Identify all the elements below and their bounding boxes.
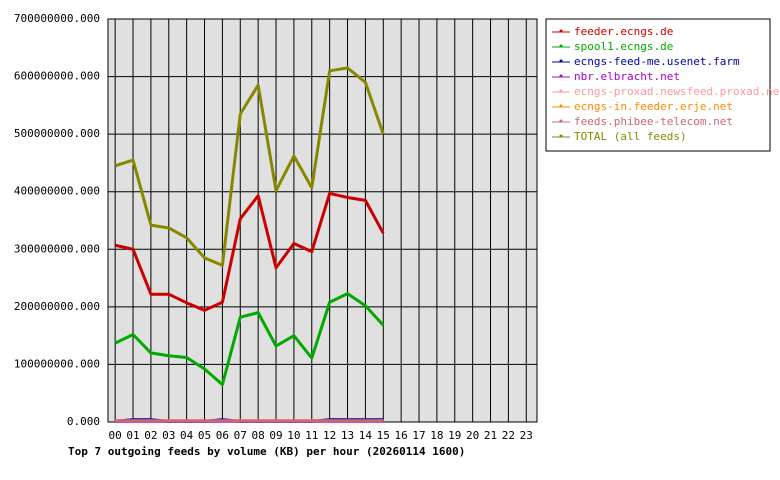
legend-label: ecngs-feed-me.usenet.farm: [574, 55, 740, 68]
legend-label: nbr.elbracht.net: [574, 70, 680, 83]
y-tick-label: 600000000.000: [14, 70, 100, 83]
chart-title: Top 7 outgoing feeds by volume (KB) per …: [68, 445, 465, 458]
series-line: [114, 292, 385, 387]
legend-label: ecngs-proxad.newsfeed.proxad.net: [574, 85, 780, 98]
x-tick-label: 08: [252, 429, 265, 442]
x-tick-label: 16: [395, 429, 408, 442]
y-tick-label: 200000000.000: [14, 300, 100, 313]
x-tick-label: 10: [287, 429, 300, 442]
y-tick-label: 500000000.000: [14, 127, 100, 140]
legend-box: [545, 18, 771, 152]
y-tick-label: 100000000.000: [14, 357, 100, 370]
x-tick-label: 21: [484, 429, 497, 442]
legend-label: spool1.ecngs.de: [574, 40, 673, 53]
x-tick-label: 19: [448, 429, 461, 442]
x-tick-label: 09: [269, 429, 282, 442]
y-tick-label: 700000000.000: [14, 12, 100, 25]
x-tick-label: 23: [520, 429, 533, 442]
legend-marker: [559, 89, 563, 93]
legend-label: feeds.phibee-telecom.net: [574, 115, 733, 128]
legend-label: TOTAL (all feeds): [574, 130, 687, 143]
legend-marker: [559, 44, 563, 48]
x-tick-label: 01: [126, 429, 139, 442]
legend-marker: [559, 59, 563, 63]
x-tick-label: 07: [234, 429, 247, 442]
x-tick-label: 00: [109, 429, 122, 442]
series-line: [114, 191, 385, 312]
legend-marker: [559, 134, 563, 138]
y-tick-label: 0.000: [67, 415, 100, 428]
x-tick-label: 03: [162, 429, 175, 442]
x-tick-label: 18: [430, 429, 443, 442]
series-line: [114, 66, 385, 267]
x-tick-label: 05: [198, 429, 211, 442]
legend-marker: [559, 119, 563, 123]
x-tick-label: 22: [502, 429, 515, 442]
x-tick-label: 11: [305, 429, 318, 442]
x-tick-label: 15: [377, 429, 390, 442]
y-tick-label: 400000000.000: [14, 185, 100, 198]
x-tick-label: 14: [359, 429, 373, 442]
x-tick-label: 13: [341, 429, 354, 442]
y-tick-label: 300000000.000: [14, 242, 100, 255]
legend-label: feeder.ecngs.de: [574, 25, 673, 38]
x-tick-label: 17: [412, 429, 425, 442]
legend-label: ecngs-in.feeder.erje.net: [574, 100, 733, 113]
x-tick-label: 20: [466, 429, 479, 442]
legend-marker: [559, 29, 563, 33]
x-tick-label: 12: [323, 429, 336, 442]
x-tick-label: 02: [144, 429, 157, 442]
legend-marker: [559, 74, 563, 78]
legend-marker: [559, 104, 563, 108]
x-tick-label: 04: [180, 429, 194, 442]
x-tick-label: 06: [216, 429, 229, 442]
